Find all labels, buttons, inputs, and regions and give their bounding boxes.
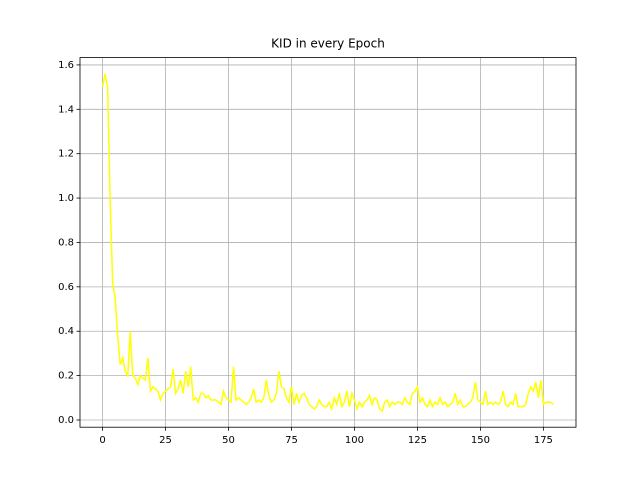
chart-title: KID in every Epoch (271, 37, 385, 51)
x-tick-label: 100 (345, 435, 364, 446)
y-tick-label: 0.2 (58, 371, 74, 382)
data-line (101, 73, 554, 413)
x-tick-label: 0 (99, 435, 105, 446)
y-tick-label: 0.4 (58, 326, 74, 337)
y-tick-label: 0.0 (58, 415, 74, 426)
y-tick-label: 0.6 (58, 282, 74, 293)
y-tick-label: 1.2 (58, 149, 74, 160)
y-tick-label: 1.6 (58, 60, 74, 71)
y-tick-label: 0.8 (58, 237, 74, 248)
x-tick-label: 25 (159, 435, 172, 446)
plot-frame (79, 57, 577, 428)
y-tick-label: 1.0 (58, 193, 74, 204)
x-tick-label: 175 (534, 435, 553, 446)
x-tick-label: 50 (222, 435, 235, 446)
x-tick-label: 150 (471, 435, 490, 446)
x-tick-label: 75 (285, 435, 298, 446)
y-tick-label: 1.4 (58, 104, 74, 115)
x-tick-label: 125 (408, 435, 427, 446)
